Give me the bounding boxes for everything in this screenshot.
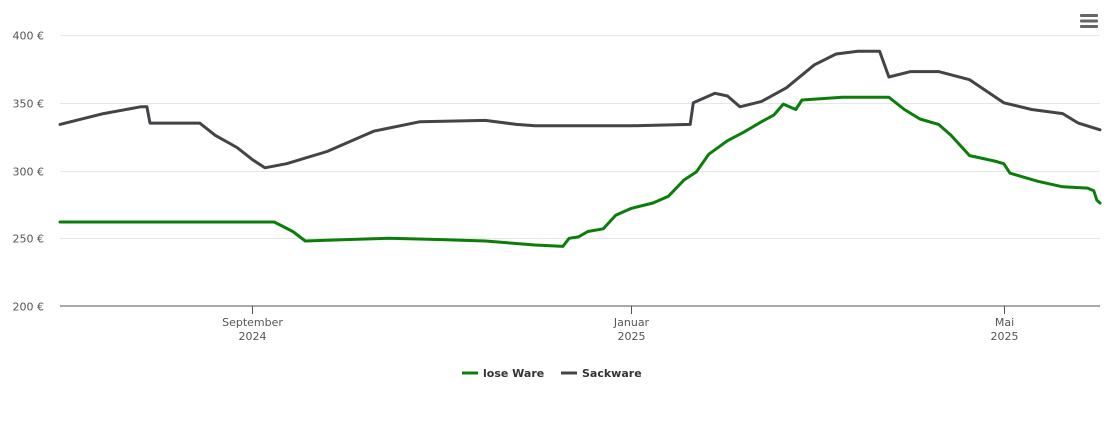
menu-bar-top xyxy=(1080,14,1098,17)
legend-item[interactable]: Sackware xyxy=(561,367,642,380)
menu-bar-bottom xyxy=(1080,25,1098,28)
x-tick-label-year: 2025 xyxy=(991,330,1019,343)
y-tick-label: 300 € xyxy=(13,166,45,179)
y-tick-label: 200 € xyxy=(13,301,45,314)
y-axis: 200 € 250 € 300 € 350 € 400 € xyxy=(13,30,45,314)
legend-item[interactable]: lose Ware xyxy=(462,367,544,380)
x-tick-label-year: 2025 xyxy=(618,330,646,343)
menu-bar-middle xyxy=(1080,19,1098,23)
x-tick-label-month: September xyxy=(222,316,283,329)
series-lines xyxy=(58,49,1102,248)
x-tick-label-month: Mai xyxy=(995,316,1014,329)
x-tick-label-year: 2024 xyxy=(239,330,267,343)
legend: lose Ware Sackware xyxy=(462,367,642,380)
series-line-lose-ware xyxy=(58,95,1102,248)
series-line-sackware xyxy=(58,49,1102,170)
y-tick-label: 400 € xyxy=(13,30,45,43)
x-tick-label-month: Januar xyxy=(613,316,650,329)
y-tick-label: 350 € xyxy=(13,98,45,111)
hamburger-menu-icon[interactable] xyxy=(1080,14,1098,28)
grid-lines xyxy=(60,35,1100,239)
legend-label: lose Ware xyxy=(483,367,544,380)
y-tick-label: 250 € xyxy=(13,233,45,246)
legend-label: Sackware xyxy=(582,367,642,380)
